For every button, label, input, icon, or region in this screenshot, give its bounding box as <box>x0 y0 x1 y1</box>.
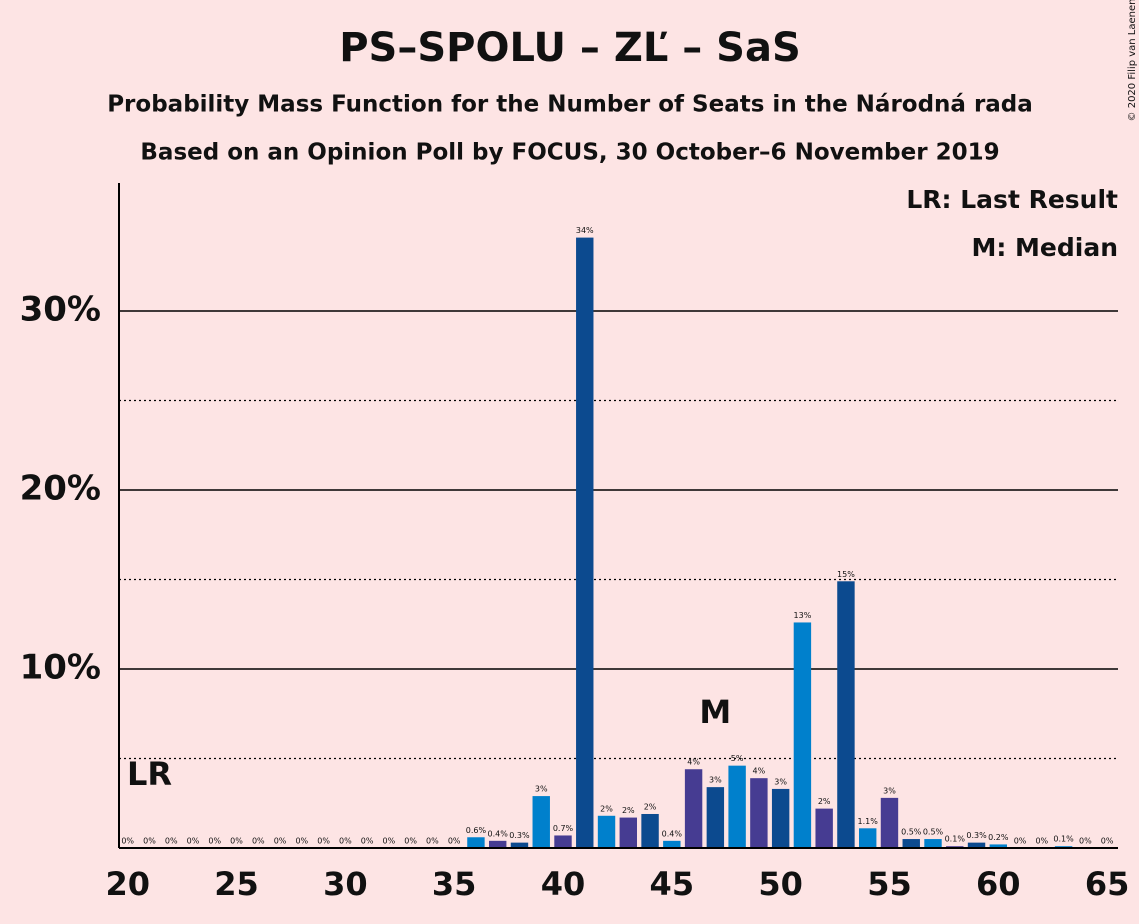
value-label: 4% <box>753 767 766 776</box>
value-label: 2% <box>644 802 657 811</box>
bar <box>684 769 703 848</box>
bar <box>771 788 790 848</box>
bar <box>793 622 812 848</box>
value-label: 0% <box>121 837 134 846</box>
value-label: 0.7% <box>553 824 574 833</box>
value-label: 0.3% <box>966 831 987 840</box>
x-tick-label: 60 <box>976 865 1021 903</box>
value-label: 0% <box>208 837 221 846</box>
y-tick-label: 10% <box>20 647 101 687</box>
value-label: 0% <box>295 837 308 846</box>
y-tick-label: 20% <box>20 468 101 508</box>
x-tick-label: 35 <box>432 865 477 903</box>
value-label: 0.5% <box>901 828 922 837</box>
value-label: 0.1% <box>945 835 966 844</box>
value-label: 2% <box>600 804 613 813</box>
value-label: 0.2% <box>988 833 1009 842</box>
value-label: 0% <box>1079 837 1092 846</box>
bar <box>750 778 768 848</box>
value-label: 0% <box>1035 837 1048 846</box>
subtitle: Based on an Opinion Poll by FOCUS, 30 Oc… <box>140 140 999 166</box>
value-label: 5% <box>731 754 744 763</box>
bar <box>510 842 529 848</box>
bar <box>880 797 899 848</box>
last-result-marker: LR <box>127 755 172 793</box>
bar <box>641 813 659 848</box>
value-label: 0.5% <box>923 828 944 837</box>
value-label: 0% <box>361 837 374 846</box>
x-tick-label: 55 <box>867 865 912 903</box>
value-label: 0% <box>448 837 461 846</box>
value-label: 0% <box>274 837 287 846</box>
value-label: 0% <box>252 837 265 846</box>
chart-title: PS–SPOLU – ZĽ – SaS <box>339 25 801 71</box>
value-label: 34% <box>576 226 594 235</box>
x-tick-label: 45 <box>650 865 695 903</box>
bar <box>967 842 986 848</box>
value-label: 3% <box>774 777 787 786</box>
value-label: 0.4% <box>662 829 683 838</box>
value-label: 0% <box>426 837 439 846</box>
bar <box>532 796 550 848</box>
value-label: 0% <box>404 837 417 846</box>
x-tick-label: 65 <box>1085 865 1130 903</box>
subtitle: Probability Mass Function for the Number… <box>107 92 1033 118</box>
bar <box>859 828 877 848</box>
bar <box>619 817 637 848</box>
bar <box>663 840 681 848</box>
value-label: 3% <box>883 786 896 795</box>
value-label: 0% <box>1014 837 1027 846</box>
copyright: © 2020 Filip van Laenen <box>1127 0 1138 121</box>
value-label: 15% <box>837 570 855 579</box>
value-label: 0% <box>165 837 178 846</box>
x-tick-label: 40 <box>541 865 586 903</box>
bar <box>989 844 1007 848</box>
value-label: 0% <box>317 837 330 846</box>
bar <box>576 237 594 848</box>
value-label: 0% <box>143 837 156 846</box>
x-tick-label: 30 <box>323 865 368 903</box>
value-label: 0% <box>230 837 243 846</box>
x-tick-label: 20 <box>105 865 150 903</box>
bar <box>597 815 616 848</box>
value-label: 0.3% <box>509 831 530 840</box>
value-label: 2% <box>818 797 831 806</box>
bar <box>554 835 572 848</box>
bar <box>706 787 725 848</box>
bar <box>837 581 855 848</box>
value-label: 0.1% <box>1053 835 1074 844</box>
value-label: 4% <box>687 758 700 767</box>
value-label: 0.6% <box>466 826 487 835</box>
value-label: 1.1% <box>858 817 879 826</box>
value-label: 2% <box>622 806 635 815</box>
legend-entry: LR: Last Result <box>906 185 1118 214</box>
value-label: 0% <box>383 837 396 846</box>
bar <box>924 839 942 848</box>
value-label: 0% <box>1101 837 1114 846</box>
value-label: 3% <box>709 776 722 785</box>
value-label: 0% <box>187 837 200 846</box>
x-tick-label: 50 <box>758 865 803 903</box>
bar <box>815 808 833 848</box>
value-label: 3% <box>535 785 548 794</box>
value-label: 0.4% <box>488 829 509 838</box>
bar <box>902 839 920 848</box>
bar <box>467 837 485 848</box>
bar <box>489 840 507 848</box>
median-marker: M <box>699 693 731 731</box>
legend-entry: M: Median <box>971 233 1118 262</box>
y-tick-label: 30% <box>20 289 101 329</box>
value-label: 0% <box>339 837 352 846</box>
value-label: 13% <box>794 611 812 620</box>
bar <box>728 765 746 848</box>
x-tick-label: 25 <box>214 865 259 903</box>
